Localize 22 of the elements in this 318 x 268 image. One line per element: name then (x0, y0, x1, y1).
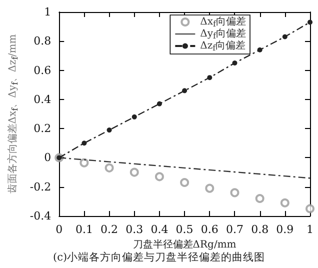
y-tick-label: 0.8 (34, 34, 52, 48)
y-tick-label: 0.4 (34, 92, 52, 106)
text: (c)小端各方向偏差与刀盘半径偏差的曲线图 (52, 250, 266, 264)
x-axis-title: 刀盘半径偏差ΔRg/mm (132, 238, 237, 250)
x-tick-label: 0.2 (100, 223, 118, 236)
x-tick-label: 0.9 (276, 223, 294, 236)
y-tick-label: -0.4 (30, 210, 52, 222)
x-tick-label: 0.6 (200, 223, 218, 236)
x-tick-label: 0.1 (75, 223, 93, 236)
x-tick-label: 0.8 (251, 223, 269, 236)
y-axis-title: 齿面各方向偏差Δxf、Δyf、Δzf/mm (6, 34, 20, 194)
x-tick-label: 0.4 (150, 223, 168, 236)
x-tick-label: 0.7 (226, 223, 244, 236)
x-tick-label: 0.3 (126, 223, 144, 236)
y-tick-label: 1 (44, 6, 52, 18)
x-tick-label: 0 (56, 223, 63, 236)
y-tick-label: 0.2 (34, 122, 52, 136)
y-tick-label: 0 (44, 151, 52, 164)
y-tick-label: -0.2 (30, 180, 52, 194)
x-tick-label: 1 (306, 223, 314, 236)
y-tick-label: 0.6 (34, 64, 52, 77)
x-tick-label: 0.5 (176, 223, 194, 236)
